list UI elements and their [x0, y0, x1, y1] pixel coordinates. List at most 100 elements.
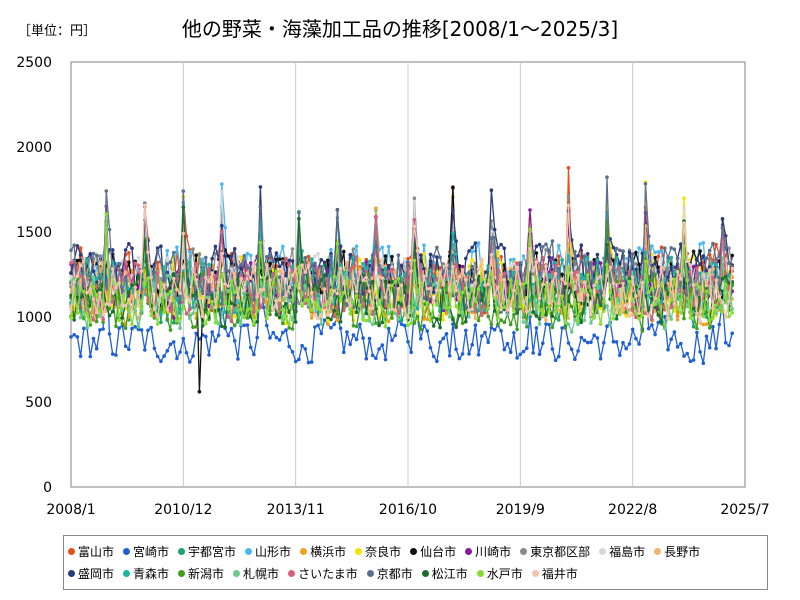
data-point: [643, 251, 648, 255]
data-point: [701, 241, 706, 245]
data-point: [602, 293, 606, 298]
data-point: [563, 281, 568, 286]
data-point: [537, 317, 542, 321]
data-point: [550, 347, 555, 351]
data-point: [281, 244, 285, 249]
data-point: [707, 268, 712, 272]
data-point: [274, 251, 279, 255]
data-point: [457, 310, 462, 315]
data-point: [104, 302, 109, 306]
data-point: [550, 239, 555, 243]
data-point: [611, 269, 616, 273]
data-point: [232, 314, 237, 319]
data-point: [679, 311, 683, 315]
data-point: [717, 322, 722, 327]
data-point: [650, 303, 654, 308]
data-point: [245, 293, 250, 297]
data-point: [216, 280, 221, 284]
data-point: [284, 273, 288, 278]
data-point: [573, 287, 577, 291]
data-point: [576, 322, 580, 326]
data-point: [374, 321, 378, 325]
data-point: [380, 276, 385, 280]
data-point: [239, 255, 243, 259]
data-point: [300, 263, 304, 268]
data-point: [650, 317, 654, 322]
data-point: [242, 323, 247, 328]
data-point: [473, 316, 478, 321]
data-point: [338, 326, 343, 331]
data-point: [223, 325, 227, 329]
data-point: [723, 340, 728, 345]
x-tick-label: 2008/1: [46, 502, 95, 518]
data-point: [88, 319, 93, 324]
data-point: [229, 278, 234, 283]
data-point: [168, 342, 173, 347]
data-point: [94, 284, 99, 288]
data-point: [637, 342, 641, 346]
data-point: [255, 294, 259, 299]
data-point: [120, 316, 125, 320]
data-point: [232, 275, 237, 280]
data-point: [653, 302, 657, 307]
data-point: [361, 318, 365, 322]
data-point: [512, 309, 516, 313]
data-point: [85, 312, 89, 316]
legend-marker: [355, 548, 363, 555]
data-point: [406, 260, 410, 264]
data-point: [338, 266, 343, 271]
data-point: [120, 308, 125, 312]
data-point: [191, 293, 195, 298]
data-point: [444, 283, 449, 287]
legend-marker: [178, 570, 186, 577]
data-point: [268, 247, 272, 251]
data-point: [258, 205, 263, 210]
legend-marker: [233, 570, 241, 577]
data-point: [383, 304, 388, 308]
data-point: [277, 264, 282, 269]
data-point: [386, 244, 391, 249]
data-point: [415, 306, 420, 311]
data-point: [544, 248, 548, 252]
y-tick-label: 0: [43, 480, 52, 496]
data-point: [396, 311, 401, 316]
data-point: [480, 334, 484, 338]
data-point: [608, 290, 612, 295]
data-point: [480, 277, 484, 282]
data-point: [245, 266, 250, 270]
data-point: [711, 324, 715, 329]
data-point: [130, 246, 134, 251]
data-point: [120, 303, 125, 307]
data-point: [605, 175, 609, 179]
data-point: [569, 281, 574, 285]
data-point: [573, 301, 577, 306]
data-point: [618, 266, 622, 270]
data-point: [277, 275, 282, 279]
data-point: [492, 309, 497, 313]
data-point: [695, 311, 699, 316]
data-point: [78, 246, 83, 250]
data-point: [447, 305, 452, 310]
data-point: [329, 254, 333, 258]
data-point: [454, 347, 458, 352]
legend-item: 青森市: [123, 563, 169, 585]
data-point: [643, 182, 648, 186]
data-point: [194, 278, 198, 282]
data-point: [127, 347, 131, 352]
data-point: [204, 295, 208, 300]
data-point: [245, 308, 250, 312]
data-point: [210, 330, 214, 334]
data-point: [422, 267, 426, 271]
data-point: [451, 208, 455, 213]
data-point: [101, 320, 105, 325]
data-point: [435, 288, 439, 293]
data-point: [306, 298, 311, 302]
data-point: [585, 273, 590, 277]
data-point: [82, 326, 86, 331]
data-point: [627, 276, 632, 281]
data-point: [188, 299, 192, 303]
data-point: [191, 247, 195, 251]
data-point: [711, 275, 715, 280]
data-point: [515, 279, 519, 284]
data-point: [534, 314, 539, 318]
